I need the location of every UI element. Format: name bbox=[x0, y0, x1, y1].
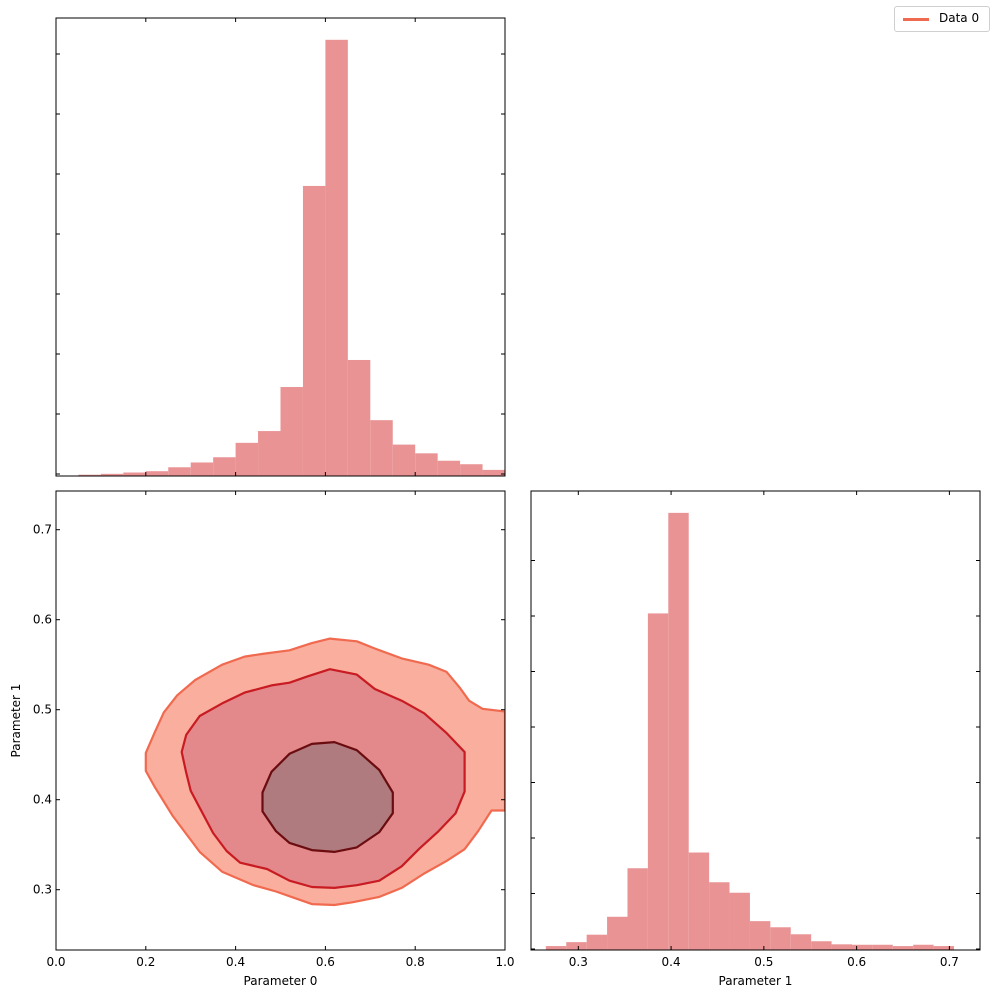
histogram-bar bbox=[482, 469, 505, 476]
axes-frame bbox=[530, 490, 981, 951]
histogram-bar bbox=[325, 39, 348, 477]
parameter-0-histogram-panel bbox=[55, 17, 506, 477]
x-tick-label: 0.0 bbox=[46, 955, 65, 969]
histogram-bar bbox=[437, 460, 461, 476]
histogram-bar bbox=[235, 442, 259, 476]
histogram-bar bbox=[688, 852, 710, 950]
histogram-bar bbox=[729, 892, 750, 950]
legend: Data 0 bbox=[894, 6, 990, 32]
histogram-bar bbox=[370, 420, 393, 476]
contour-group bbox=[144, 637, 505, 907]
axes-frame bbox=[55, 17, 506, 477]
histogram-bar bbox=[302, 185, 326, 476]
histogram-bar bbox=[145, 471, 169, 476]
parameter-1-histogram-panel: 0.3 0.4 0.5 0.6 0.7 Parameter 1 bbox=[530, 490, 981, 988]
x-axis-label: Parameter 1 bbox=[719, 974, 793, 988]
histogram-bar bbox=[790, 934, 812, 950]
histogram-bar bbox=[258, 431, 281, 476]
x-tick-label: 0.8 bbox=[406, 955, 425, 969]
histogram-bar bbox=[627, 868, 648, 950]
histogram-bar bbox=[647, 613, 669, 950]
x-tick-label: 0.4 bbox=[662, 955, 681, 969]
x-tick-label: 0.7 bbox=[940, 955, 959, 969]
histogram-bar bbox=[607, 916, 628, 950]
histogram-bar bbox=[668, 512, 689, 950]
histogram-bar bbox=[190, 462, 214, 476]
histogram-bar bbox=[392, 444, 416, 476]
x-axis-label: Parameter 0 bbox=[244, 974, 318, 988]
histogram-bar bbox=[280, 387, 303, 476]
histogram-bar bbox=[566, 942, 587, 950]
histogram-bar bbox=[811, 941, 832, 950]
histogram-bar bbox=[872, 944, 893, 950]
x-tick-label: 0.5 bbox=[754, 955, 773, 969]
histogram-bar bbox=[415, 453, 438, 476]
axes-frame bbox=[55, 490, 506, 951]
legend-label: Data 0 bbox=[939, 11, 980, 25]
histogram-bar bbox=[770, 927, 791, 950]
histogram-bar bbox=[168, 467, 191, 476]
histogram-bar bbox=[78, 474, 101, 476]
x-tick-label: 0.4 bbox=[226, 955, 245, 969]
histogram-bar bbox=[933, 946, 955, 950]
x-tick-label: 1.0 bbox=[495, 955, 514, 969]
y-tick-label: 0.6 bbox=[33, 613, 52, 627]
y-tick-label: 0.4 bbox=[33, 793, 52, 807]
histogram-bar bbox=[347, 359, 371, 476]
x-tick-label: 0.3 bbox=[569, 955, 588, 969]
histogram-bar bbox=[913, 944, 934, 950]
histogram-bar bbox=[709, 882, 730, 950]
histogram-bar bbox=[545, 946, 567, 950]
histogram-bar bbox=[749, 921, 771, 950]
x-tick-label: 0.6 bbox=[316, 955, 335, 969]
x-tick-label: 0.6 bbox=[847, 955, 866, 969]
histogram-bar bbox=[831, 944, 852, 950]
y-tick-label: 0.3 bbox=[33, 883, 52, 897]
histogram-bar bbox=[586, 934, 608, 950]
y-axis-label: Parameter 1 bbox=[9, 684, 23, 758]
x-tick-label: 0.2 bbox=[136, 955, 155, 969]
histogram-bar bbox=[100, 473, 124, 476]
histogram-bar bbox=[213, 457, 236, 476]
contour-inner bbox=[261, 740, 394, 854]
legend-swatch bbox=[903, 18, 929, 21]
y-tick-label: 0.7 bbox=[33, 523, 52, 537]
histogram-bar bbox=[892, 946, 914, 950]
contour-panel: 0.0 0.2 0.4 0.6 0.8 1.0 0.3 0.4 0.5 0.6 0.7 Paramet… bbox=[9, 490, 515, 988]
histogram-bar bbox=[851, 944, 873, 950]
y-tick-label: 0.5 bbox=[33, 703, 52, 717]
histogram-bar bbox=[460, 464, 483, 476]
histogram-bar bbox=[123, 472, 146, 476]
